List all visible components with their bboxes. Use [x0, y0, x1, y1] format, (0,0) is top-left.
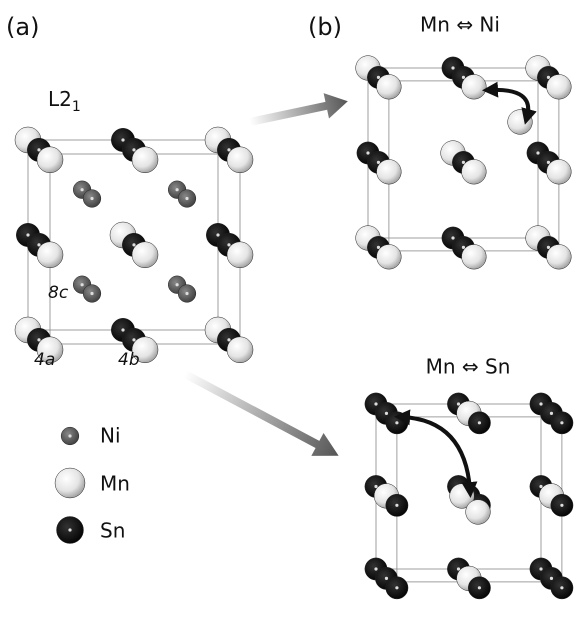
atom-highlight	[385, 412, 388, 415]
atom-highlight	[26, 233, 29, 236]
atom	[227, 337, 253, 363]
atom	[55, 468, 85, 498]
atom-highlight	[395, 421, 398, 424]
atom	[462, 74, 487, 99]
atom-highlight	[68, 528, 71, 531]
site-label: 8c	[48, 283, 69, 303]
atom-highlight	[121, 138, 124, 141]
structure-subscript: 1	[72, 99, 81, 115]
atom	[377, 159, 402, 184]
atom-highlight	[560, 421, 563, 424]
atom-highlight	[81, 283, 84, 286]
atom	[547, 74, 572, 99]
swap-label: Mn ⇔ Ni	[420, 13, 500, 37]
atom	[547, 244, 572, 269]
atom	[132, 147, 158, 173]
atom-highlight	[68, 434, 71, 437]
atom-highlight	[374, 567, 377, 570]
atom-highlight	[539, 402, 542, 405]
atom-highlight	[539, 567, 542, 570]
atom-highlight	[451, 236, 454, 239]
transition-arrow	[179, 363, 345, 468]
panel-label: (a)	[6, 13, 39, 41]
atom-highlight	[176, 283, 179, 286]
site-label: 4b	[118, 350, 140, 370]
atom	[37, 242, 63, 268]
atom-highlight	[536, 151, 539, 154]
atom	[462, 159, 487, 184]
atom	[377, 244, 402, 269]
atom-highlight	[176, 188, 179, 191]
atom-highlight	[185, 197, 188, 200]
atom-highlight	[366, 151, 369, 154]
atom-highlight	[560, 504, 563, 507]
panel-label: (b)	[308, 13, 342, 41]
atom-highlight	[395, 504, 398, 507]
atom-highlight	[478, 586, 481, 589]
atom	[37, 147, 63, 173]
figure: (a) (b) L21 8c 4a 4b Mn ⇔ Ni Mn ⇔ Sn Ni …	[0, 0, 585, 624]
structures	[15, 56, 573, 599]
atom	[227, 242, 253, 268]
atom-highlight	[478, 421, 481, 424]
atom-highlight	[385, 577, 388, 580]
atom-highlight	[550, 412, 553, 415]
atom	[132, 242, 158, 268]
atom	[227, 147, 253, 173]
atom	[462, 244, 487, 269]
atom	[377, 74, 402, 99]
atom-highlight	[81, 188, 84, 191]
atom-highlight	[560, 586, 563, 589]
atom	[466, 500, 491, 525]
atom-highlight	[216, 233, 219, 236]
atom-highlight	[395, 586, 398, 589]
atom-highlight	[121, 328, 124, 331]
swap-label: Mn ⇔ Sn	[426, 355, 511, 379]
atom-highlight	[90, 292, 93, 295]
atom-highlight	[185, 292, 188, 295]
legend-label: Mn	[100, 472, 130, 496]
structure-label: L21	[48, 87, 81, 116]
atom-highlight	[374, 402, 377, 405]
transition-arrow	[247, 88, 350, 134]
site-label: 4a	[34, 350, 55, 370]
atom-highlight	[451, 66, 454, 69]
atom-highlight	[90, 197, 93, 200]
atom	[547, 159, 572, 184]
legend-label: Sn	[100, 519, 125, 543]
legend-label: Ni	[100, 424, 121, 448]
atom-highlight	[550, 577, 553, 580]
structure-base: L2	[48, 87, 72, 111]
